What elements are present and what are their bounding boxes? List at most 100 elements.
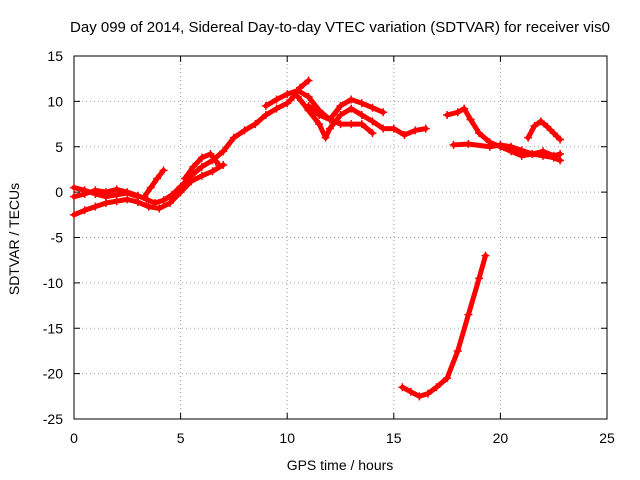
data-point: [368, 103, 377, 112]
data-point: [155, 204, 164, 213]
data-point: [460, 104, 469, 113]
series-line: [444, 106, 474, 123]
data-point: [530, 121, 539, 130]
data-point: [347, 120, 356, 129]
data-point: [272, 95, 281, 104]
data-point: [80, 186, 89, 195]
x-tick-label: 20: [493, 430, 509, 446]
data-point: [517, 146, 526, 155]
data-point: [368, 117, 377, 126]
y-axis-title: SDTVAR / TECUs: [6, 183, 22, 295]
data-point: [336, 120, 345, 129]
data-point: [214, 160, 223, 169]
data-point: [251, 120, 260, 129]
series-track-12: [524, 117, 565, 144]
data-point: [496, 140, 505, 149]
data-point: [293, 92, 302, 101]
data-point: [556, 135, 565, 144]
data-point: [283, 90, 292, 99]
data-point: [206, 150, 215, 159]
data-point: [528, 150, 537, 159]
y-tick-label: 0: [55, 184, 63, 200]
data-point: [406, 387, 415, 396]
y-tick-label: 15: [47, 48, 63, 64]
data-point: [140, 192, 149, 201]
data-point: [165, 199, 174, 208]
data-point: [464, 140, 473, 149]
data-point: [549, 151, 558, 160]
y-tick-label: -25: [43, 411, 63, 427]
data-point: [347, 95, 356, 104]
data-point: [70, 183, 78, 192]
data-point: [536, 117, 545, 126]
data-point: [229, 133, 238, 142]
data-point: [449, 140, 458, 149]
data-point: [466, 115, 475, 124]
data-point: [208, 167, 217, 176]
data-point: [283, 99, 292, 108]
x-tick-label: 15: [386, 430, 402, 446]
data-point: [357, 99, 366, 108]
x-tick-label: 0: [70, 430, 78, 446]
series-track-5: [180, 150, 223, 183]
data-point: [357, 110, 366, 119]
chart-title: Day 099 of 2014, Sidereal Day-to-day VTE…: [70, 19, 610, 36]
data-point: [464, 310, 473, 319]
data-point: [197, 153, 206, 162]
series-track-7: [293, 92, 430, 142]
data-point: [411, 126, 420, 135]
data-point: [556, 150, 565, 159]
series-line: [525, 118, 563, 142]
data-point: [321, 133, 330, 142]
plot-area-border: [73, 55, 608, 420]
data-point: [146, 183, 155, 192]
x-tick-label: 10: [279, 430, 295, 446]
x-tick-label: 5: [177, 430, 185, 446]
data-point: [180, 174, 189, 183]
data-point: [325, 115, 334, 124]
data-point: [539, 147, 548, 156]
data-point: [389, 124, 398, 133]
data-point: [219, 147, 228, 156]
data-point: [379, 124, 388, 133]
series-line: [141, 167, 167, 200]
series-track-11: [449, 140, 565, 160]
y-tick-label: -20: [43, 366, 63, 382]
data-point: [336, 110, 345, 119]
data-point: [543, 122, 552, 131]
data-point: [475, 129, 484, 138]
x-axis-title: GPS time / hours: [287, 457, 394, 473]
series-line: [468, 117, 563, 163]
data-point: [443, 110, 452, 119]
series-track-10: [466, 115, 565, 165]
data-point: [112, 190, 121, 199]
data-point: [336, 101, 345, 110]
series-track-3: [70, 183, 142, 201]
data-point: [159, 196, 168, 205]
data-point: [159, 166, 168, 175]
data-point: [315, 120, 324, 129]
data-point: [485, 142, 494, 151]
data-point: [80, 206, 89, 215]
data-point: [443, 374, 452, 383]
data-point: [315, 110, 324, 119]
data-point: [304, 76, 313, 85]
data-point: [304, 101, 313, 110]
data-point: [240, 126, 249, 135]
data-point: [475, 274, 484, 283]
data-point: [70, 192, 78, 201]
data-point: [272, 104, 281, 113]
data-point: [91, 189, 100, 198]
y-tick-label: 5: [55, 139, 63, 155]
series-track-13: [398, 251, 490, 401]
data-point: [261, 110, 270, 119]
data-point: [123, 189, 132, 198]
series-line: [450, 141, 563, 159]
data-point: [549, 129, 558, 138]
data-point: [91, 202, 100, 211]
data-point: [153, 174, 162, 183]
data-series: [70, 76, 565, 401]
grid-lines: [74, 56, 607, 419]
y-tick-label: -15: [43, 320, 63, 336]
